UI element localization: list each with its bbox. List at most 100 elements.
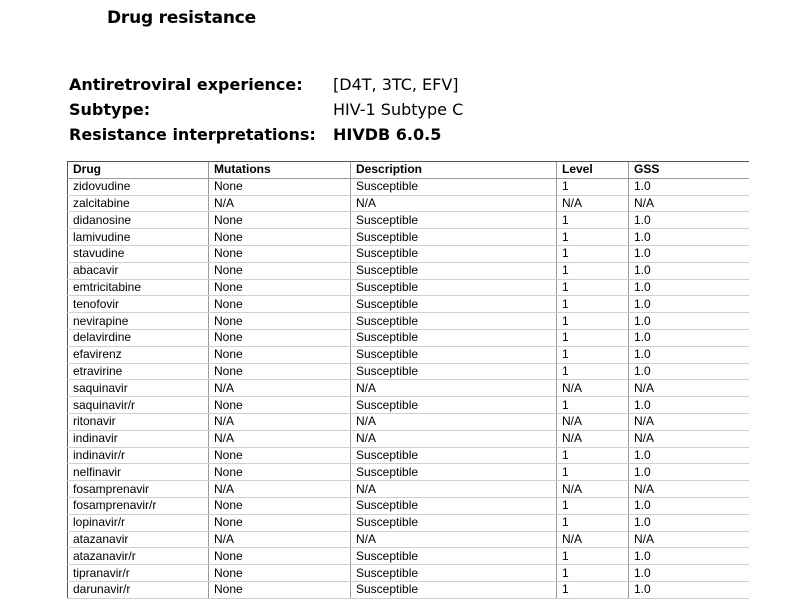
table-body: zidovudine None Susceptible 1 1.0 zalcitabine… bbox=[67, 178, 749, 599]
cell-description: N/A bbox=[350, 413, 557, 431]
page-title: Drug resistance bbox=[107, 8, 256, 28]
cell-drug: delavirdine bbox=[67, 329, 209, 347]
cell-description: Susceptible bbox=[350, 497, 557, 515]
cell-level: N/A bbox=[556, 195, 629, 213]
cell-drug: fosamprenavir/r bbox=[67, 497, 209, 515]
cell-mutations: None bbox=[208, 581, 351, 599]
cell-mutations: None bbox=[208, 295, 351, 314]
table-row: ritonavir N/A N/A N/A N/A bbox=[67, 413, 749, 431]
cell-mutations: N/A bbox=[208, 379, 351, 398]
cell-level: 1 bbox=[556, 396, 629, 414]
cell-drug: atazanavir bbox=[67, 531, 209, 549]
column-header-mutations: Mutations bbox=[208, 161, 351, 179]
cell-level: 1 bbox=[556, 497, 629, 515]
info-row-subtype: Subtype: HIV-1 Subtype C bbox=[69, 97, 463, 122]
table-row: atazanavir/r None Susceptible 1 1.0 bbox=[67, 547, 749, 566]
cell-gss: 1.0 bbox=[628, 329, 749, 347]
cell-gss: 1.0 bbox=[628, 262, 749, 280]
table-row: emtricitabine None Susceptible 1 1.0 bbox=[67, 279, 749, 297]
cell-description: Susceptible bbox=[350, 363, 557, 381]
cell-mutations: N/A bbox=[208, 531, 351, 549]
table-row: tipranavir/r None Susceptible 1 1.0 bbox=[67, 564, 749, 582]
cell-gss: 1.0 bbox=[628, 447, 749, 465]
cell-level: 1 bbox=[556, 363, 629, 381]
table-row: indinavir/r None Susceptible 1 1.0 bbox=[67, 447, 749, 465]
table-row: tenofovir None Susceptible 1 1.0 bbox=[67, 295, 749, 314]
cell-mutations: None bbox=[208, 547, 351, 566]
cell-drug: saquinavir bbox=[67, 379, 209, 398]
cell-gss: 1.0 bbox=[628, 312, 749, 330]
cell-mutations: None bbox=[208, 178, 351, 196]
table-row: saquinavir N/A N/A N/A N/A bbox=[67, 379, 749, 398]
info-label: Resistance interpretations: bbox=[69, 125, 316, 144]
cell-description: Susceptible bbox=[350, 178, 557, 196]
cell-level: 1 bbox=[556, 312, 629, 330]
cell-mutations: None bbox=[208, 312, 351, 330]
cell-description: Susceptible bbox=[350, 211, 557, 230]
cell-gss: 1.0 bbox=[628, 514, 749, 532]
cell-mutations: N/A bbox=[208, 480, 351, 498]
cell-drug: didanosine bbox=[67, 211, 209, 230]
cell-drug: saquinavir/r bbox=[67, 396, 209, 414]
cell-gss: 1.0 bbox=[628, 228, 749, 246]
cell-mutations: None bbox=[208, 279, 351, 297]
cell-level: N/A bbox=[556, 430, 629, 448]
cell-mutations: None bbox=[208, 363, 351, 381]
cell-level: 1 bbox=[556, 346, 629, 364]
table-row: saquinavir/r None Susceptible 1 1.0 bbox=[67, 396, 749, 414]
table-row: fosamprenavir/r None Susceptible 1 1.0 bbox=[67, 497, 749, 515]
table-row: delavirdine None Susceptible 1 1.0 bbox=[67, 329, 749, 347]
cell-drug: emtricitabine bbox=[67, 279, 209, 297]
cell-mutations: None bbox=[208, 211, 351, 230]
cell-drug: lopinavir/r bbox=[67, 514, 209, 532]
cell-mutations: None bbox=[208, 564, 351, 582]
cell-description: Susceptible bbox=[350, 262, 557, 280]
table-header-row: Drug Mutations Description Level GSS bbox=[67, 161, 749, 179]
cell-gss: N/A bbox=[628, 195, 749, 213]
column-header-description: Description bbox=[350, 161, 557, 179]
info-value: [D4T, 3TC, EFV] bbox=[333, 75, 459, 94]
cell-level: 1 bbox=[556, 178, 629, 196]
cell-drug: ritonavir bbox=[67, 413, 209, 431]
resistance-table: Drug Mutations Description Level GSS zid… bbox=[67, 161, 749, 599]
table-row: abacavir None Susceptible 1 1.0 bbox=[67, 262, 749, 280]
cell-mutations: None bbox=[208, 463, 351, 482]
table-row: nevirapine None Susceptible 1 1.0 bbox=[67, 312, 749, 330]
cell-drug: nelfinavir bbox=[67, 463, 209, 482]
cell-gss: N/A bbox=[628, 379, 749, 398]
info-row-experience: Antiretroviral experience: [D4T, 3TC, EF… bbox=[69, 72, 463, 97]
info-row-interpretations: Resistance interpretations: HIVDB 6.0.5 bbox=[69, 122, 463, 147]
cell-gss: 1.0 bbox=[628, 581, 749, 599]
cell-level: 1 bbox=[556, 463, 629, 482]
cell-mutations: None bbox=[208, 346, 351, 364]
cell-drug: zalcitabine bbox=[67, 195, 209, 213]
cell-description: Susceptible bbox=[350, 295, 557, 314]
cell-mutations: N/A bbox=[208, 430, 351, 448]
cell-description: N/A bbox=[350, 195, 557, 213]
info-value: HIV-1 Subtype C bbox=[333, 100, 464, 119]
cell-mutations: None bbox=[208, 262, 351, 280]
cell-drug: nevirapine bbox=[67, 312, 209, 330]
cell-gss: 1.0 bbox=[628, 363, 749, 381]
cell-drug: lamivudine bbox=[67, 228, 209, 246]
cell-level: N/A bbox=[556, 531, 629, 549]
table-row: zalcitabine N/A N/A N/A N/A bbox=[67, 195, 749, 213]
cell-level: 1 bbox=[556, 262, 629, 280]
table-row: zidovudine None Susceptible 1 1.0 bbox=[67, 178, 749, 196]
cell-description: N/A bbox=[350, 531, 557, 549]
table-row: indinavir N/A N/A N/A N/A bbox=[67, 430, 749, 448]
cell-gss: 1.0 bbox=[628, 295, 749, 314]
cell-description: Susceptible bbox=[350, 514, 557, 532]
cell-drug: etravirine bbox=[67, 363, 209, 381]
cell-mutations: None bbox=[208, 245, 351, 263]
cell-level: 1 bbox=[556, 547, 629, 566]
cell-description: Susceptible bbox=[350, 346, 557, 364]
table-row: atazanavir N/A N/A N/A N/A bbox=[67, 531, 749, 549]
column-header-gss: GSS bbox=[628, 161, 749, 179]
cell-gss: 1.0 bbox=[628, 245, 749, 263]
cell-drug: zidovudine bbox=[67, 178, 209, 196]
cell-description: Susceptible bbox=[350, 279, 557, 297]
cell-gss: 1.0 bbox=[628, 211, 749, 230]
cell-level: N/A bbox=[556, 480, 629, 498]
cell-drug: indinavir bbox=[67, 430, 209, 448]
